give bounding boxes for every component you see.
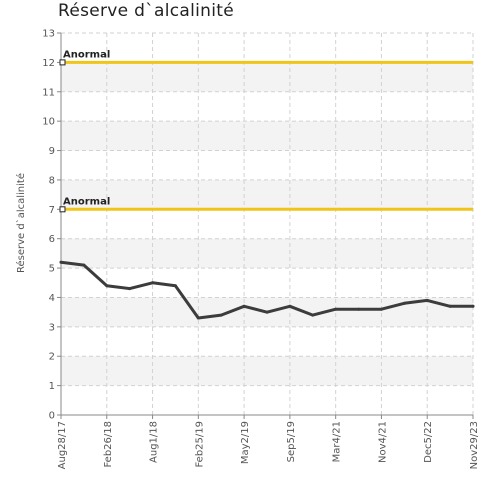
grid-band bbox=[61, 62, 473, 92]
data-point bbox=[311, 313, 315, 317]
y-tick-label: 7 bbox=[49, 205, 55, 216]
data-point bbox=[196, 316, 200, 320]
background-bands bbox=[61, 62, 473, 386]
reference-lines: Anormal Anormal bbox=[59, 49, 473, 213]
x-tick-label: Nov29/23 bbox=[469, 421, 480, 469]
data-point bbox=[173, 284, 177, 288]
y-tick-label: 1 bbox=[49, 381, 55, 392]
axes bbox=[60, 33, 473, 416]
grid-band bbox=[61, 179, 473, 210]
data-point bbox=[82, 263, 86, 267]
data-point bbox=[219, 313, 223, 317]
x-tick-label: May2/19 bbox=[240, 421, 251, 464]
data-point bbox=[242, 304, 246, 308]
reference-line-marker bbox=[59, 59, 66, 66]
x-tick-label: Dec5/22 bbox=[423, 421, 434, 463]
data-point bbox=[402, 301, 406, 305]
x-axis-ticks: Aug28/17 Feb26/18 Aug1/18 Feb25/19 May2/19 Se… bbox=[57, 415, 480, 469]
y-tick-label: 9 bbox=[49, 146, 55, 157]
x-tick-label: Nov4/21 bbox=[377, 421, 388, 463]
y-tick-label: 0 bbox=[49, 411, 55, 422]
y-axis-label: Réserve d`alcalinité bbox=[15, 173, 27, 273]
grid-band bbox=[61, 356, 473, 386]
data-point bbox=[288, 304, 292, 308]
y-tick-label: 10 bbox=[42, 117, 55, 128]
grid-band bbox=[61, 238, 473, 269]
data-point bbox=[379, 307, 383, 311]
data-point bbox=[151, 281, 155, 285]
y-tick-label: 11 bbox=[42, 87, 55, 98]
x-tick-label: Feb26/18 bbox=[103, 421, 114, 468]
x-tick-label: Aug28/17 bbox=[57, 421, 68, 469]
reference-line-label: Anormal bbox=[63, 196, 110, 207]
reference-line-marker bbox=[59, 206, 66, 213]
y-tick-label: 4 bbox=[49, 293, 55, 304]
data-point bbox=[59, 260, 63, 264]
data-point bbox=[128, 287, 132, 291]
y-tick-label: 5 bbox=[49, 264, 55, 275]
data-point bbox=[471, 304, 475, 308]
y-tick-label: 13 bbox=[42, 29, 55, 40]
data-point bbox=[357, 307, 361, 311]
y-tick-label: 2 bbox=[49, 352, 55, 363]
data-point bbox=[425, 298, 429, 302]
data-point bbox=[334, 307, 338, 311]
x-tick-label: Aug1/18 bbox=[149, 421, 160, 463]
chart-title: Réserve d`alcalinité bbox=[58, 1, 234, 21]
y-tick-label: 8 bbox=[49, 175, 55, 186]
x-tick-label: Sep5/19 bbox=[286, 421, 297, 462]
data-point bbox=[265, 310, 269, 314]
reference-line-label: Anormal bbox=[63, 49, 110, 60]
data-point bbox=[448, 304, 452, 308]
series-group bbox=[59, 260, 475, 320]
y-tick-label: 3 bbox=[49, 322, 55, 333]
data-point bbox=[105, 284, 109, 288]
x-tick-label: Feb25/19 bbox=[194, 421, 205, 468]
grid-band bbox=[61, 121, 473, 151]
x-tick-label: Mar4/21 bbox=[332, 421, 343, 462]
y-tick-label: 12 bbox=[42, 58, 55, 69]
y-tick-label: 6 bbox=[49, 234, 55, 245]
